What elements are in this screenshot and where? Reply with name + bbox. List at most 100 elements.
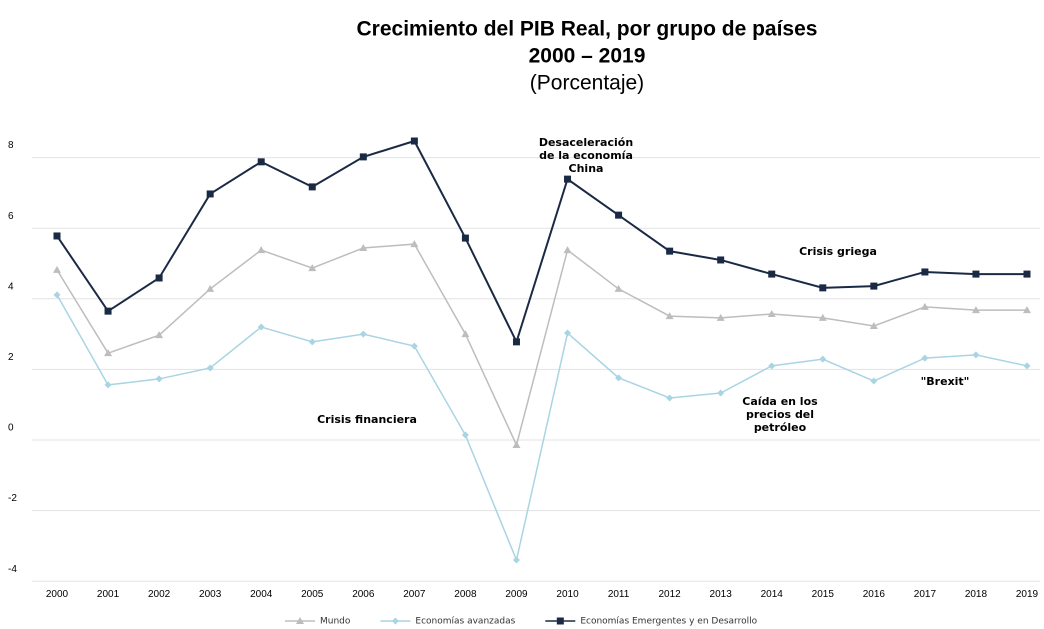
x-tick-label: 2012 [659, 589, 682, 600]
y-tick-label: 2 [8, 352, 14, 363]
x-tick-label: 2016 [863, 589, 886, 600]
y-tick-label: 6 [8, 211, 14, 222]
point [308, 338, 316, 346]
point [818, 313, 827, 321]
legend-marker [391, 617, 399, 625]
point [870, 282, 878, 290]
point [564, 329, 572, 337]
point [717, 389, 725, 397]
x-tick-label: 2011 [608, 589, 630, 600]
point [869, 321, 878, 329]
annotation: Desaceleración [539, 136, 633, 149]
point [717, 256, 725, 264]
legend-label: Economías Emergentes y en Desarrollo [580, 617, 757, 627]
x-tick-label: 2015 [812, 589, 835, 600]
point [767, 309, 776, 317]
point [206, 364, 214, 372]
point [615, 374, 623, 382]
point [206, 190, 214, 198]
series-line [56, 243, 1027, 448]
point [819, 284, 827, 292]
point [921, 354, 929, 362]
point [972, 270, 980, 278]
x-tick-label: 2009 [505, 589, 528, 600]
point [768, 270, 776, 278]
annotation: Crisis griega [799, 245, 877, 258]
point [410, 342, 418, 350]
point [1023, 270, 1031, 278]
point [512, 440, 521, 448]
legend-marker [556, 617, 564, 625]
point [104, 307, 112, 315]
x-tick-label: 2014 [761, 589, 784, 600]
chart-subtitle: 2000 – 2019 [529, 45, 646, 68]
point [359, 153, 367, 161]
point [257, 158, 265, 166]
annotation: petróleo [754, 421, 807, 434]
point [563, 246, 572, 254]
point [972, 351, 980, 359]
x-tick-label: 2006 [352, 589, 375, 600]
annotation: Caída en los [742, 395, 818, 408]
series-line [56, 139, 1027, 345]
x-tick-label: 2010 [556, 589, 579, 600]
point [870, 377, 878, 385]
point [308, 183, 316, 191]
y-tick-label: -2 [8, 493, 17, 504]
point [666, 247, 674, 255]
point [512, 556, 520, 564]
x-tick-label: 2018 [965, 589, 988, 600]
point [971, 306, 980, 314]
point [155, 274, 163, 282]
point [1023, 306, 1031, 314]
point [155, 375, 163, 383]
point [1023, 362, 1031, 370]
point [257, 323, 265, 331]
x-tick-label: 2008 [454, 589, 477, 600]
x-tick-label: 2001 [97, 589, 120, 600]
point [665, 312, 674, 320]
point [666, 394, 674, 402]
point [461, 431, 469, 439]
point [53, 232, 61, 240]
point [104, 381, 112, 389]
x-tick-label: 2013 [710, 589, 733, 600]
y-tick-label: 8 [8, 140, 14, 151]
legend-marker [296, 617, 304, 624]
x-tick-label: 2017 [914, 589, 937, 600]
x-tick-label: 2004 [250, 589, 273, 600]
point [512, 338, 520, 346]
y-tick-label: -4 [8, 564, 17, 575]
x-tick-label: 2003 [199, 589, 222, 600]
point [359, 330, 367, 338]
point [257, 246, 266, 254]
unit-label: (Porcentaje) [530, 72, 644, 95]
y-tick-label: 0 [8, 423, 14, 434]
point [461, 234, 469, 242]
annotation: "Brexit" [921, 375, 970, 388]
point [53, 291, 61, 299]
x-tick-label: 2000 [46, 589, 69, 600]
legend-label: Mundo [320, 617, 351, 627]
point [819, 355, 827, 363]
annotation: Crisis financiera [317, 413, 417, 426]
annotation: de la economía [539, 149, 633, 162]
point [614, 284, 623, 292]
point [615, 211, 623, 219]
x-tick-label: 2002 [148, 589, 171, 600]
point [768, 362, 776, 370]
point [410, 240, 419, 248]
point [920, 302, 929, 310]
point [461, 330, 470, 338]
point [206, 284, 215, 292]
point [716, 313, 725, 321]
x-tick-label: 2007 [403, 589, 426, 600]
x-tick-label: 2005 [301, 589, 324, 600]
legend-label: Economías avanzadas [415, 617, 515, 627]
series-line [56, 294, 1028, 563]
y-tick-label: 4 [8, 281, 14, 292]
point [359, 243, 368, 251]
point [53, 265, 61, 273]
x-tick-label: 2019 [1016, 589, 1039, 600]
